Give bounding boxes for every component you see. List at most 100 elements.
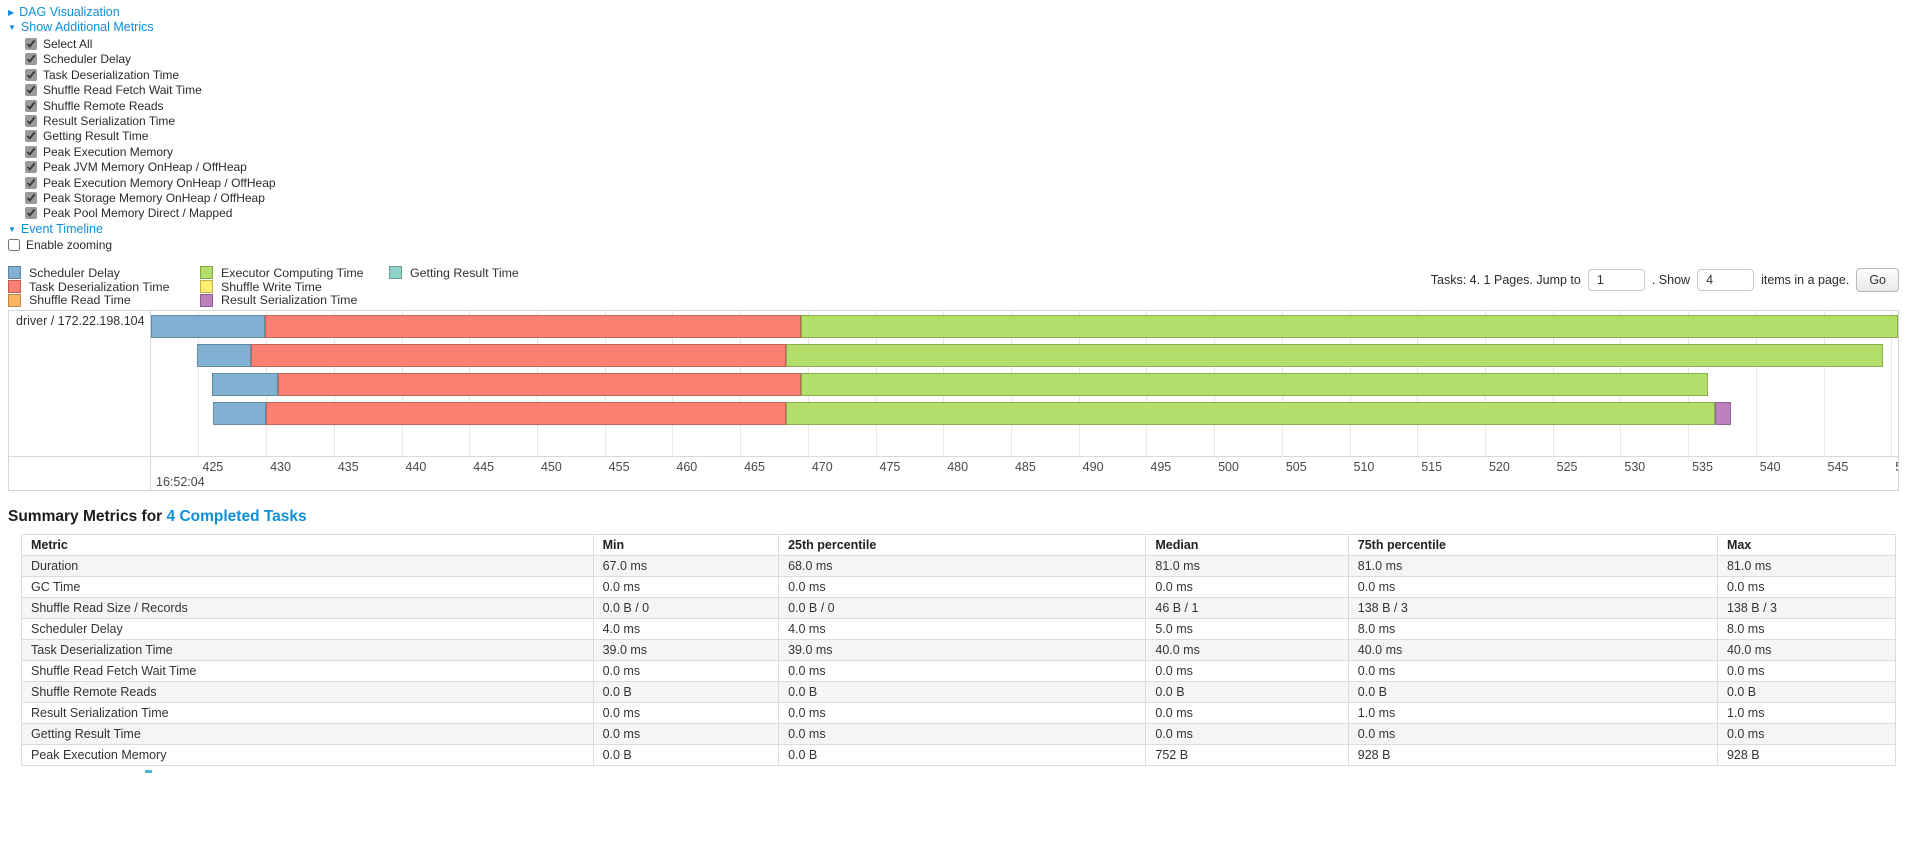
metric-name-cell: Result Serialization Time [21, 702, 594, 725]
metric-checkbox[interactable] [25, 38, 37, 50]
timeline-segment-task-deserialization[interactable] [266, 401, 787, 425]
summary-metrics-title: Summary Metrics for 4 Completed Tasks [8, 508, 1899, 526]
metric-checkbox[interactable] [25, 68, 37, 81]
axis-tick-label: 425 [202, 460, 224, 475]
metric-value-cell: 0.0 ms [778, 576, 1147, 599]
metric-value-cell: 0.0 ms [592, 723, 780, 746]
metric-checkbox-label: Shuffle Remote Reads [43, 98, 164, 113]
legend-item: Executor Computing Time [200, 266, 389, 280]
metric-checkbox[interactable] [25, 207, 37, 220]
dag-visualization-label: DAG Visualization [19, 5, 120, 19]
table-row: Shuffle Read Size / Records 0.0 B / 0 0.0 … [21, 597, 1897, 620]
timeline-segment-result-serialization[interactable] [1715, 401, 1732, 425]
metric-checkbox[interactable] [25, 176, 37, 189]
gridline [1891, 311, 1893, 457]
timeline-segment-scheduler-delay[interactable] [213, 401, 267, 425]
metric-value-cell: 0.0 ms [592, 660, 780, 683]
axis-tick-label: 480 [947, 460, 969, 475]
legend-item-label: Result Serialization Time [221, 293, 358, 308]
metric-value-cell: 8.0 ms [1347, 618, 1718, 641]
legend-item: Shuffle Read Time [8, 293, 200, 307]
metric-value-cell: 0.0 B [1716, 681, 1897, 704]
metric-checkbox[interactable] [25, 191, 37, 204]
shuffle-read-swatch-icon [8, 293, 21, 307]
timeline-segment-task-deserialization[interactable] [278, 372, 802, 396]
timeline-segment-task-deserialization[interactable] [264, 315, 802, 339]
axis-tick-label: 470 [811, 460, 833, 475]
metric-checkbox-label: Peak Storage Memory OnHeap / OffHeap [43, 190, 265, 205]
items-per-page-input[interactable] [1697, 269, 1755, 292]
axis-tick-label: 485 [1014, 460, 1036, 475]
metric-value-cell: 40.0 ms [1347, 639, 1718, 662]
metric-value-cell: 0.0 ms [1347, 660, 1718, 683]
enable-zooming-checkbox[interactable] [8, 238, 20, 251]
table-header-row: Metric Min 25th percentile Median 75th perce… [21, 534, 1897, 557]
legend-item-label: Shuffle Read Time [29, 293, 131, 308]
pagination-items-text: items in a page. [1761, 273, 1850, 288]
metric-value-cell: 39.0 ms [778, 639, 1147, 662]
axis-tick-label: 510 [1353, 460, 1375, 475]
timeline-segment-executor-computing[interactable] [801, 372, 1709, 396]
table-row: Shuffle Remote Reads 0.0 B 0.0 B 0.0 B 0.0 B… [21, 681, 1897, 704]
go-button[interactable]: Go [1856, 268, 1899, 293]
event-timeline-toggle[interactable]: Event Timeline [8, 222, 103, 237]
axis-time-anchor: 16:52:04 [156, 475, 205, 490]
legend-item-label: Executor Computing Time [221, 265, 364, 280]
timeline-segment-scheduler-delay[interactable] [151, 315, 265, 339]
metric-checkbox[interactable] [25, 130, 37, 143]
result-serialization-swatch-icon [200, 293, 213, 307]
metric-list-item: Task Deserialization Time [25, 68, 1899, 83]
legend-item-label: Shuffle Write Time [221, 279, 322, 294]
timeline-plot-area [151, 311, 1898, 457]
table-row: Scheduler Delay 4.0 ms 4.0 ms 5.0 ms 8.0 ms 8… [21, 618, 1897, 641]
metric-checkbox[interactable] [25, 99, 37, 112]
timeline-segment-scheduler-delay[interactable] [197, 343, 252, 367]
jump-to-page-input[interactable] [1587, 269, 1645, 292]
metric-value-cell: 0.0 B [778, 744, 1147, 767]
metric-value-cell: 4.0 ms [778, 618, 1147, 641]
timeline-segment-executor-computing[interactable] [786, 343, 1884, 367]
metric-checkbox[interactable] [25, 145, 37, 158]
metric-checkbox[interactable] [25, 114, 37, 127]
axis-tick-label: 515 [1421, 460, 1443, 475]
metric-value-cell: 46 B / 1 [1145, 597, 1349, 620]
metric-list-item: Shuffle Remote Reads [25, 99, 1899, 114]
gridline [1755, 311, 1757, 457]
axis-spacer-cell [9, 457, 151, 491]
show-additional-metrics-toggle[interactable]: Show Additional Metrics [8, 20, 154, 35]
metric-value-cell: 68.0 ms [778, 555, 1147, 578]
pagination-tasks-text: Tasks: 4. 1 Pages. Jump to [1430, 273, 1581, 288]
axis-tick-label: 490 [1082, 460, 1104, 475]
metric-name-cell: Task Deserialization Time [21, 639, 594, 662]
timeline-segment-executor-computing[interactable] [786, 401, 1716, 425]
column-header: 75th percentile [1347, 534, 1718, 557]
metric-checkbox[interactable] [25, 53, 37, 66]
metric-value-cell: 39.0 ms [592, 639, 780, 662]
dag-visualization-toggle[interactable]: DAG Visualization [8, 5, 120, 20]
metric-value-cell: 138 B / 3 [1716, 597, 1897, 620]
metric-checkbox[interactable] [25, 84, 37, 97]
metric-value-cell: 0.0 ms [778, 660, 1147, 683]
metric-value-cell: 0.0 ms [1145, 576, 1349, 599]
metric-list-item: Peak Execution Memory OnHeap / OffHeap [25, 176, 1899, 191]
timeline-segment-scheduler-delay[interactable] [211, 372, 279, 396]
enable-zooming-label: Enable zooming [26, 237, 113, 252]
timeline-segment-executor-computing[interactable] [801, 315, 1898, 339]
triangle-down-icon [8, 222, 16, 237]
metric-value-cell: 928 B [1716, 744, 1897, 767]
metric-checkbox-label: Shuffle Read Fetch Wait Time [43, 83, 202, 98]
metric-value-cell: 8.0 ms [1716, 618, 1897, 641]
axis-tick-label: 530 [1624, 460, 1646, 475]
axis-tick-label: 535 [1692, 460, 1713, 475]
completed-tasks-link[interactable]: 4 Completed Tasks [166, 508, 307, 526]
stage-page: DAG Visualization Show Additional Metric… [0, 0, 1907, 773]
metric-value-cell: 138 B / 3 [1347, 597, 1718, 620]
axis-tick-label: 440 [405, 460, 427, 475]
metric-value-cell: 0.0 B / 0 [592, 597, 780, 620]
timeline-segment-task-deserialization[interactable] [251, 343, 787, 367]
axis-tick-label: 540 [1759, 460, 1781, 475]
metric-checkbox[interactable] [25, 161, 37, 174]
metric-checkbox-label: Select All [43, 37, 93, 51]
event-timeline-chart: driver / 172.22.198.104 16:52:04 425 430 4… [8, 310, 1899, 492]
metric-value-cell: 0.0 ms [1347, 723, 1718, 746]
